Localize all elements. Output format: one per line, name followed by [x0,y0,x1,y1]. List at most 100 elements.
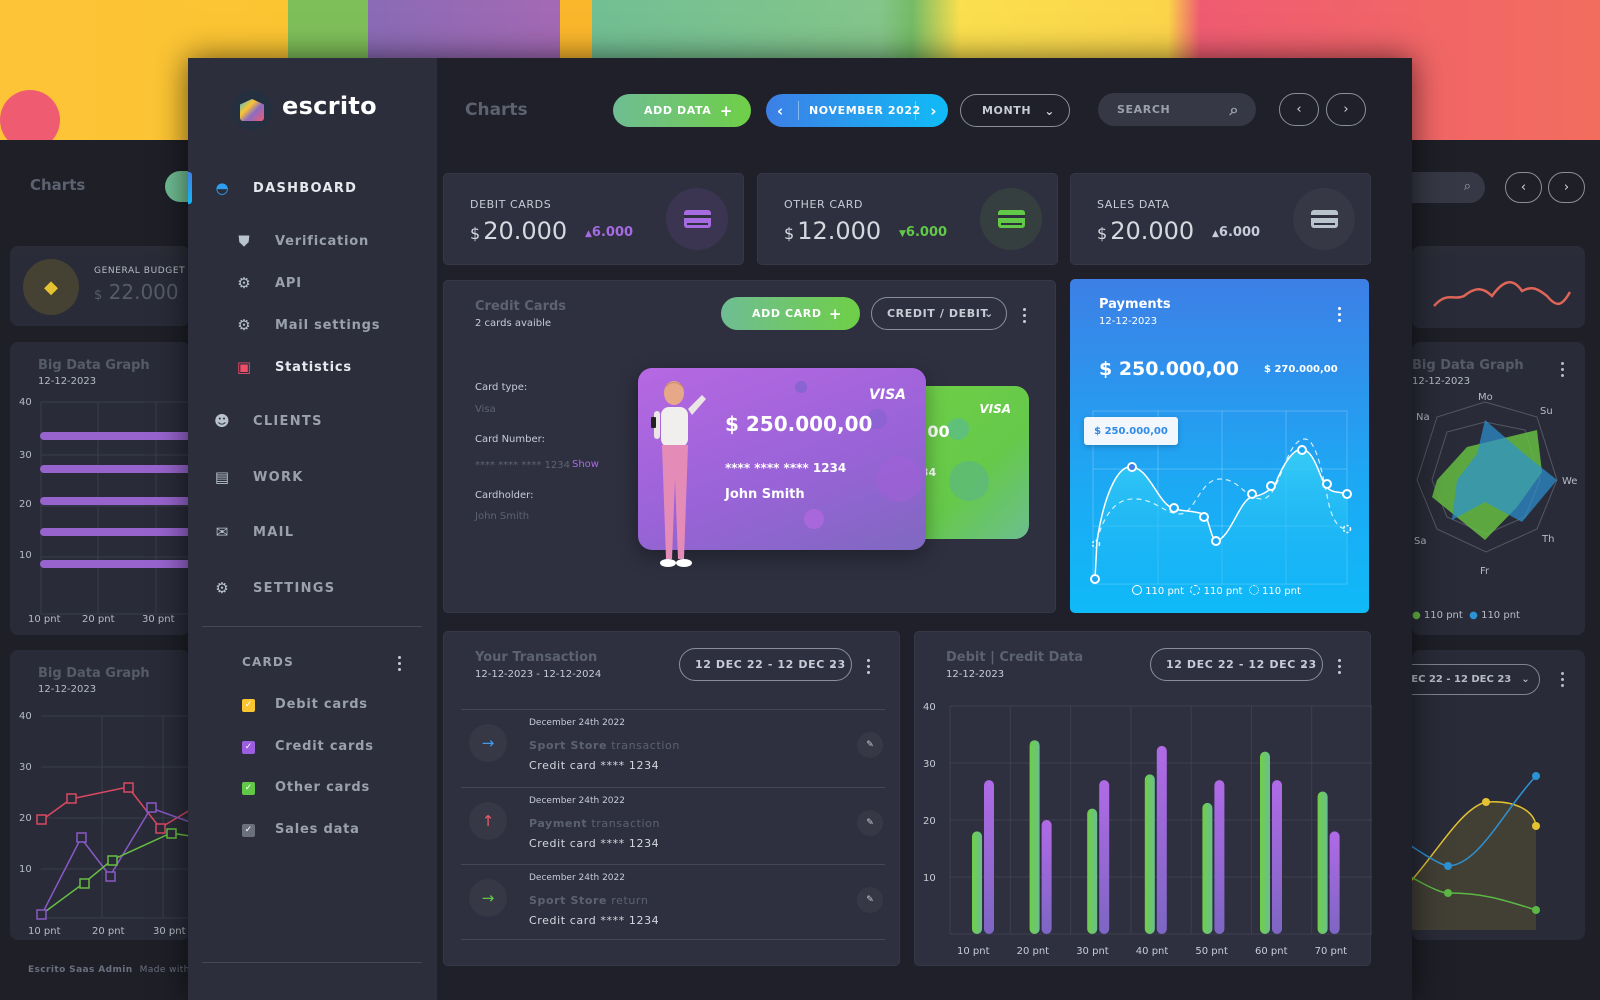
debit-credit-panel: Debit | Credit Data 12-12-2023 12 DEC 22… [914,631,1372,966]
edit-transaction-button[interactable]: ✎ [857,810,883,836]
svg-text:20 pnt: 20 pnt [92,926,125,937]
sidebar-item-work[interactable]: ▤ WORK [188,469,437,485]
chart-tooltip: $ 250.000,00 [1084,417,1178,445]
sidebar-item-statistics[interactable]: ▣ Statistics [188,359,437,375]
sidebar-item-dashboard[interactable]: ◓ DASHBOARD [188,180,437,196]
sidebar: escrito ◓ DASHBOARD ⛊ Verification ⚙ API… [188,58,437,1000]
svg-text:10 pnt: 10 pnt [28,614,61,625]
transaction-row[interactable]: ↑ December 24th 2022 Payment transaction… [461,787,885,863]
active-indicator [188,172,192,204]
brand-name: escrito [282,92,377,120]
bg-line-chart: 40 30 20 10 10 pnt 20 pnt 30 pnt [19,711,190,937]
plus-icon: + [828,304,842,323]
sidebar-item-label: Verification [275,233,370,249]
next-button[interactable]: › [1326,93,1366,126]
svg-text:20 pnt: 20 pnt [82,614,115,625]
add-data-button[interactable]: ADD DATA + [613,94,751,127]
sidebar-item-api[interactable]: ⚙ API [188,275,437,291]
transaction-row[interactable]: → December 24th 2022 Sport Store return … [461,864,885,940]
search-icon: ⌕ [1463,179,1471,194]
svg-text:60 pnt: 60 pnt [1255,946,1288,957]
search-input[interactable]: SEARCH ⌕ [1098,93,1256,126]
stat-value: $20.000 [470,217,568,245]
show-number-link[interactable]: Show [572,459,599,470]
svg-text:We: We [1562,476,1577,487]
sidebar-item-mail-settings[interactable]: ⚙ Mail settings [188,317,437,333]
sidebar-item-clients[interactable]: ☻ CLIENTS [188,413,437,429]
add-card-button[interactable]: ADD CARD + [721,297,860,330]
footer-credit: Escrito Saas Admin Made with ♥ [28,965,201,975]
edit-transaction-button[interactable]: ✎ [857,887,883,913]
bg-chart-title: Big Data Graph [38,358,150,373]
payments-more-button[interactable] [1338,307,1342,322]
cardholder-value: John Smith [475,511,530,522]
visa-logo: VISA [979,402,1011,416]
budget-value: $ 22.000 [94,280,179,304]
panel-title: Credit Cards [475,299,567,314]
transaction-date: December 24th 2022 [529,873,625,883]
sidebar-item-mail[interactable]: ✉ MAIL [188,524,437,540]
credit-cards-more-button[interactable] [1023,308,1027,323]
payments-legend: 110 pnt 110 pnt 110 pnt [1132,585,1301,597]
svg-text:Th: Th [1541,534,1554,545]
edit-transaction-button[interactable]: ✎ [857,732,883,758]
prev-button[interactable]: ‹ [1279,93,1319,126]
card-number-label: Card Number: [475,434,545,445]
svg-text:20: 20 [19,499,32,510]
sidebar-item-label: Statistics [275,359,352,375]
svg-text:30 pnt: 30 pnt [153,926,186,937]
debit-credit-more-button[interactable] [1338,659,1342,674]
users-icon: ☻ [214,412,230,430]
app-window: escrito ◓ DASHBOARD ⛊ Verification ⚙ API… [188,58,1412,1000]
plus-icon: + [719,101,733,120]
checkbox-debit-cards[interactable]: ✓ [242,699,255,712]
credit-card-icon [1293,188,1355,250]
debit-credit-range-select[interactable]: 12 DEC 22 - 12 DEC 23 ⌄ [1150,648,1323,681]
gear-icon: ⚙ [237,316,251,334]
checkbox-credit-cards[interactable]: ✓ [242,741,255,754]
briefcase-icon: ▤ [214,468,230,486]
cards-more-button[interactable] [398,656,402,671]
period-prev-icon[interactable]: ‹ [777,101,784,120]
stat-label: SALES DATA [1097,198,1170,211]
checkbox-other-cards[interactable]: ✓ [242,782,255,795]
stat-delta-up: ▲6.000 [585,225,634,240]
more-icon [1561,362,1565,377]
svg-text:Fr: Fr [1480,566,1490,577]
cards-section-title: CARDS [242,655,294,669]
sidebar-item-verification[interactable]: ⛊ Verification [188,233,437,249]
chevron-down-icon: ⌄ [1044,103,1055,118]
cardholder-label: Cardholder: [475,490,534,501]
divider [202,626,422,627]
payments-secondary-amount: $ 270.000,00 [1264,364,1338,375]
divider [202,962,422,963]
svg-text:10 pnt: 10 pnt [28,926,61,937]
bg-chart-title: Big Data Graph [1412,358,1524,373]
svg-text:Mo: Mo [1478,392,1493,403]
button-label: ADD DATA [644,104,712,117]
panel-subtitle: 2 cards avaible [475,318,552,329]
select-value: 12 DEC 22 - 12 DEC 23 [695,658,846,671]
bg-horizontal-bar-chart: 40 30 20 10 10 pnt 20 pnt 30 pnt [19,397,190,625]
svg-text:10 pnt: 10 pnt [957,946,990,957]
card-type-select[interactable]: CREDIT / DEBIT ⌄ [871,297,1007,330]
range-select[interactable]: MONTH ⌄ [960,94,1070,127]
bg-chart-date: 12-12-2023 [38,684,97,695]
panel-subtitle: 12-12-2023 [946,669,1005,680]
sidebar-item-settings[interactable]: ⚙ SETTINGS [188,580,437,596]
transaction-row[interactable]: → December 24th 2022 Sport Store transac… [461,709,885,785]
stat-value: $20.000 [1097,217,1195,245]
transactions-range-select[interactable]: 12 DEC 22 - 12 DEC 23 ⌄ [679,648,852,681]
payments-area-chart [1090,410,1352,585]
transaction-card: Credit card **** 1234 [529,759,660,772]
period-next-icon[interactable]: › [930,101,937,120]
transaction-card: Credit card **** 1234 [529,914,660,927]
bg-radar-card: Big Data Graph 12-12-2023 Mo Su We Th Fr Sa Na… [1412,342,1585,635]
card-type-value: Visa [475,404,496,415]
svg-text:Na: Na [1416,412,1430,423]
logo [232,90,272,130]
transactions-more-button[interactable] [867,659,871,674]
checkbox-sales-data[interactable]: ✓ [242,824,255,837]
panel-subtitle: 12-12-2023 - 12-12-2024 [475,669,602,680]
